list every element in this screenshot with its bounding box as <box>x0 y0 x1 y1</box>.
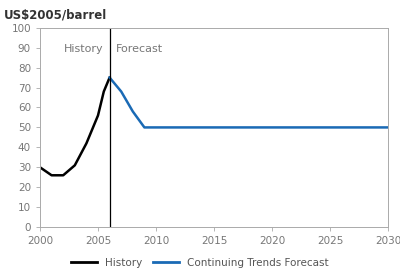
Text: History: History <box>64 44 104 54</box>
Legend: History, Continuing Trends Forecast: History, Continuing Trends Forecast <box>67 253 333 272</box>
Text: Forecast: Forecast <box>115 44 162 54</box>
Text: US$2005/barrel: US$2005/barrel <box>4 8 107 21</box>
